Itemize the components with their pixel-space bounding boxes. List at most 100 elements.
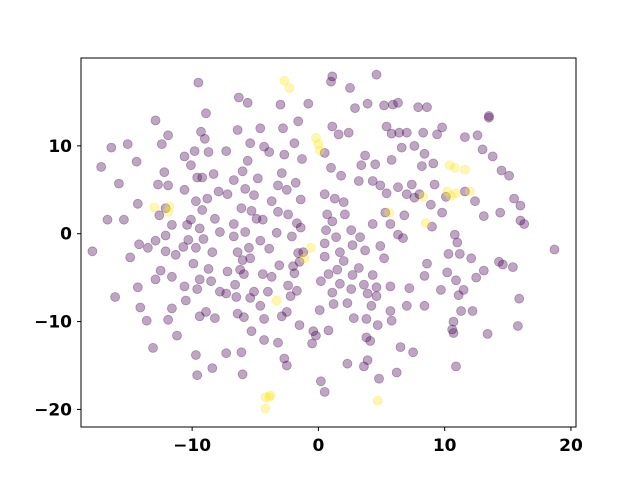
data-point-series-0-260 <box>419 270 430 281</box>
data-point-series-0-231 <box>398 233 408 244</box>
data-point-series-0-283 <box>454 248 465 259</box>
data-point-series-1-12 <box>264 392 275 403</box>
data-point-series-0-64 <box>188 258 199 269</box>
data-point-series-0-139 <box>293 116 304 127</box>
data-point-series-0-285 <box>452 237 463 248</box>
data-point-series-0-147 <box>286 231 297 242</box>
data-point-series-0-152 <box>289 268 300 279</box>
data-point-series-0-184 <box>334 278 345 289</box>
data-point-series-0-198 <box>413 102 424 113</box>
data-point-series-0-5 <box>102 214 113 225</box>
data-point-series-0-76 <box>192 370 203 381</box>
data-point-series-1-1 <box>284 83 295 93</box>
data-point-series-0-114 <box>237 369 248 380</box>
data-point-series-0-157 <box>303 98 314 109</box>
data-point-series-0-24 <box>154 210 165 221</box>
data-point-series-0-212 <box>353 176 364 186</box>
data-point-series-0-124 <box>283 209 294 220</box>
data-point-series-0-177 <box>319 238 330 249</box>
data-point-series-0-307 <box>483 111 494 121</box>
data-point-series-0-267 <box>453 290 464 301</box>
data-point-series-1-7 <box>163 206 174 217</box>
data-point-series-0-141 <box>297 154 307 164</box>
data-point-series-0-276 <box>478 265 489 276</box>
data-point-series-1-11 <box>265 390 276 401</box>
data-point-series-0-216 <box>393 182 403 193</box>
data-point-series-0-134 <box>259 313 270 324</box>
data-point-series-0-32 <box>150 274 161 285</box>
data-point-series-0-190 <box>307 338 318 349</box>
data-point-series-0-78 <box>221 348 232 359</box>
data-point-series-0-10 <box>134 239 145 250</box>
data-point-series-0-71 <box>180 295 191 306</box>
data-point-series-0-222 <box>399 210 410 221</box>
data-point-series-0-291 <box>425 199 436 210</box>
data-point-series-0-188 <box>310 330 321 341</box>
data-point-series-0-219 <box>409 192 420 203</box>
data-point-series-0-140 <box>289 138 300 149</box>
data-point-series-1-9 <box>299 253 310 264</box>
data-point-series-0-116 <box>278 123 288 134</box>
data-point-series-0-233 <box>353 263 364 273</box>
data-point-series-0-125 <box>271 227 282 238</box>
data-point-series-0-41 <box>189 146 200 157</box>
data-point-series-0-127 <box>274 260 285 271</box>
data-point-series-0-279 <box>508 262 518 273</box>
data-point-series-0-108 <box>231 292 242 302</box>
data-point-series-0-270 <box>447 324 458 335</box>
data-point-series-0-12 <box>125 252 136 263</box>
data-point-series-0-173 <box>327 216 338 227</box>
data-point-series-0-55 <box>182 219 193 230</box>
data-point-series-0-96 <box>228 219 239 229</box>
data-point-series-0-14 <box>135 302 146 313</box>
y-tick-label: 10 <box>48 137 72 157</box>
data-point-series-0-72 <box>201 306 211 317</box>
data-point-series-0-237 <box>371 282 382 293</box>
data-point-series-0-86 <box>242 155 253 166</box>
data-point-series-0-234 <box>347 270 358 280</box>
data-point-series-0-204 <box>418 127 429 138</box>
data-point-series-0-214 <box>375 180 386 191</box>
data-point-series-0-303 <box>477 144 488 155</box>
data-point-series-0-16 <box>148 342 158 353</box>
data-point-series-0-100 <box>243 242 254 253</box>
data-point-series-0-170 <box>329 193 340 204</box>
data-point-series-0-261 <box>422 258 432 269</box>
data-point-series-0-293 <box>470 196 480 207</box>
data-point-series-0-242 <box>342 298 353 309</box>
data-point-series-0-92 <box>249 190 259 201</box>
data-point-series-0-122 <box>257 214 268 225</box>
data-point-series-0-27 <box>150 235 161 246</box>
data-point-series-0-277 <box>494 256 504 267</box>
data-point-series-0-29 <box>170 249 181 260</box>
data-point-series-0-230 <box>393 229 403 240</box>
data-point-series-0-23 <box>160 203 171 214</box>
data-point-series-0-229 <box>375 241 386 251</box>
data-point-series-0-304 <box>459 132 470 143</box>
data-point-series-0-40 <box>199 133 210 144</box>
data-point-series-0-31 <box>166 271 177 282</box>
data-point-series-0-240 <box>371 291 382 302</box>
y-axis-ticks: −20 −10 0 10 <box>34 137 81 420</box>
plot-frame <box>80 57 577 428</box>
data-point-series-0-210 <box>360 150 371 161</box>
data-point-series-0-33 <box>179 281 190 292</box>
data-point-series-0-243 <box>366 300 377 311</box>
data-point-series-0-275 <box>471 272 482 283</box>
data-point-series-0-49 <box>221 146 232 157</box>
data-point-series-0-17 <box>150 115 161 126</box>
data-point-series-0-6 <box>119 214 129 225</box>
data-point-series-0-306 <box>483 112 494 123</box>
data-point-series-0-201 <box>386 128 397 139</box>
data-point-series-0-165 <box>343 127 354 138</box>
data-point-series-0-42 <box>203 147 214 157</box>
data-point-series-0-39 <box>196 126 206 137</box>
data-point-series-0-253 <box>395 342 406 353</box>
data-point-series-0-128 <box>266 271 277 282</box>
data-point-series-0-239 <box>362 288 373 299</box>
data-point-series-0-75 <box>190 350 201 360</box>
data-point-series-0-132 <box>276 311 287 322</box>
data-point-series-0-21 <box>159 167 170 178</box>
data-point-series-0-26 <box>160 230 171 241</box>
data-point-series-0-158 <box>308 326 319 337</box>
